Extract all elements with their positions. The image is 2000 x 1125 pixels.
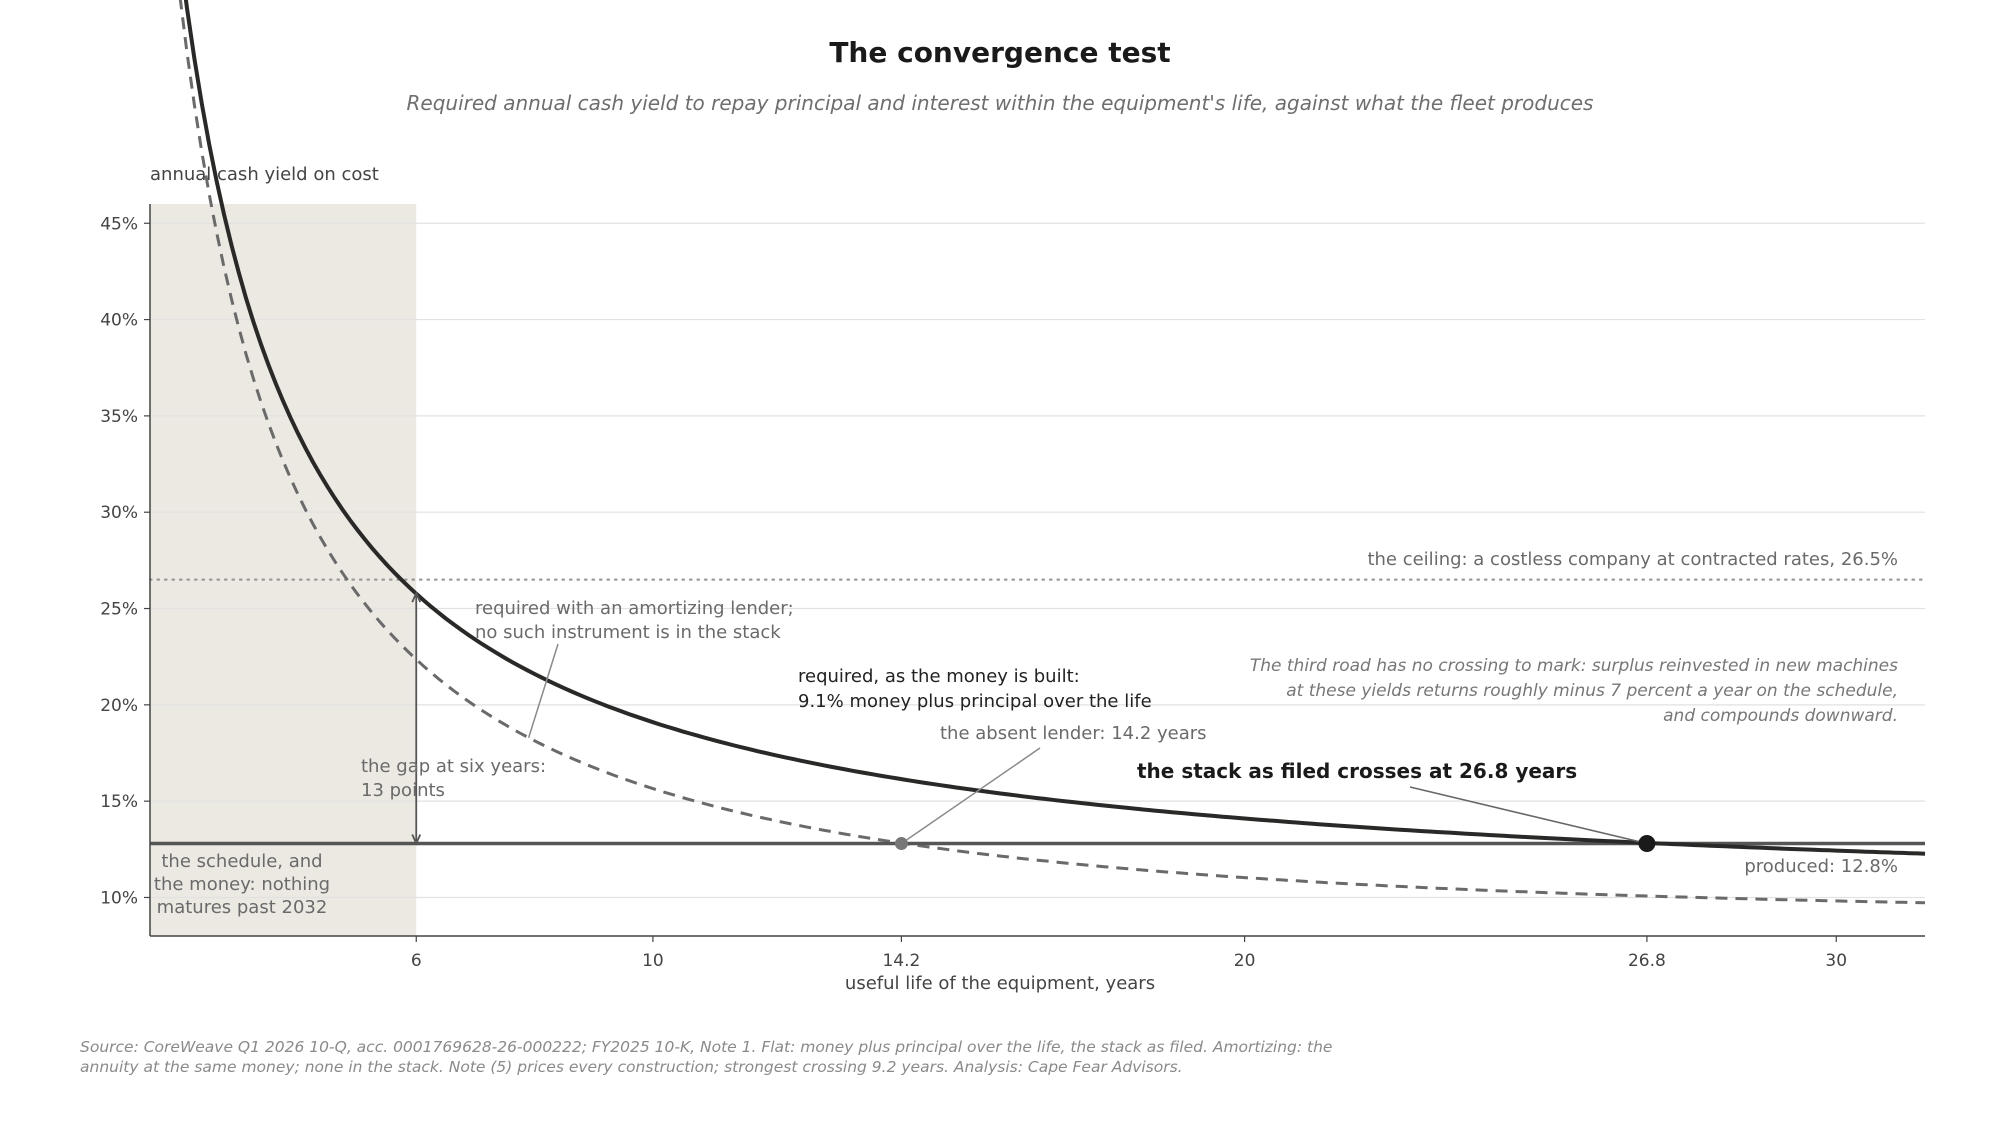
schedule-note-line-1: the schedule, and: [161, 851, 322, 872]
stack-leader-line: [1409, 786, 1648, 845]
absent-lender-note: the absent lender: 14.2 years: [940, 723, 1207, 744]
third-road-note-line-3: and compounds downward.: [1663, 706, 1898, 726]
x-tick-label: 30: [1825, 951, 1847, 971]
x-tick-label: 14.2: [882, 951, 920, 971]
source-note-line-1: Source: CoreWeave Q1 2026 10-Q, acc. 000…: [80, 1038, 1332, 1056]
gap-arrow-head-bottom: [411, 834, 422, 846]
schedule-note-line-2: the money: nothing: [154, 874, 330, 895]
plot-area: [150, 204, 417, 936]
y-tick-label: 20%: [100, 696, 138, 716]
stack-crossing-note: the stack as filed crosses at 26.8 years: [1137, 759, 1577, 783]
flat-note-line-2: 9.1% money plus principal over the life: [798, 691, 1152, 712]
gap-note-line-2: 13 points: [361, 780, 445, 801]
gap-arrow-head-top: [411, 590, 422, 603]
x-tick-label: 26.8: [1628, 951, 1666, 971]
y-tick-label: 10%: [100, 888, 138, 908]
amortizing-leader-line: [527, 643, 559, 738]
gap-note-line-1: the gap at six years:: [361, 756, 546, 777]
third-road-note-line-1: The third road has no crossing to mark: …: [1250, 656, 1898, 676]
chart-subtitle: Required annual cash yield to repay prin…: [407, 91, 1594, 115]
amortizing-note-line-2: no such instrument is in the stack: [475, 622, 781, 643]
schedule-shaded-band: [150, 204, 417, 936]
third-road-note-line-2: at these yields returns roughly minus 7 …: [1286, 681, 1898, 701]
axes: [144, 204, 1925, 942]
x-axis-label: useful life of the equipment, years: [845, 973, 1155, 994]
absent-lender-marker: [894, 837, 908, 851]
y-tick-label: 15%: [100, 792, 138, 812]
required-amortizing-line: [178, 0, 1926, 905]
markers-group: [411, 590, 1656, 853]
absent-leader-line: [900, 747, 1041, 845]
x-tick-label: 6: [411, 951, 422, 971]
tick-labels: 10% 15% 20% 25% 30% 35% 40% 45% 6 10 14.2 20 26.8 30: [100, 214, 1847, 971]
produced-label: produced: 12.8%: [1744, 856, 1898, 877]
ceiling-note: the ceiling: a costless company at contr…: [1367, 549, 1898, 570]
y-tick-label: 45%: [100, 214, 138, 234]
x-tick-label: 10: [642, 951, 664, 971]
gridlines: [150, 222, 1925, 899]
amortizing-note-line-1: required with an amortizing lender;: [475, 598, 794, 619]
flat-note-line-1: required, as the money is built:: [798, 666, 1080, 687]
y-tick-label: 40%: [100, 311, 138, 331]
source-note-line-2: annuity at the same money; none in the s…: [80, 1058, 1183, 1076]
required-flat-line: [183, 0, 1926, 856]
schedule-note-line-3: matures past 2032: [157, 897, 328, 918]
y-tick-label: 30%: [100, 503, 138, 523]
y-tick-label: 35%: [100, 407, 138, 427]
chart-title: The convergence test: [829, 36, 1170, 69]
y-axis-label: annual cash yield on cost: [150, 164, 379, 185]
series-group: [150, 0, 1926, 905]
x-tick-label: 20: [1234, 951, 1256, 971]
stack-crossing-marker: [1638, 835, 1656, 853]
y-tick-label: 25%: [100, 600, 138, 620]
